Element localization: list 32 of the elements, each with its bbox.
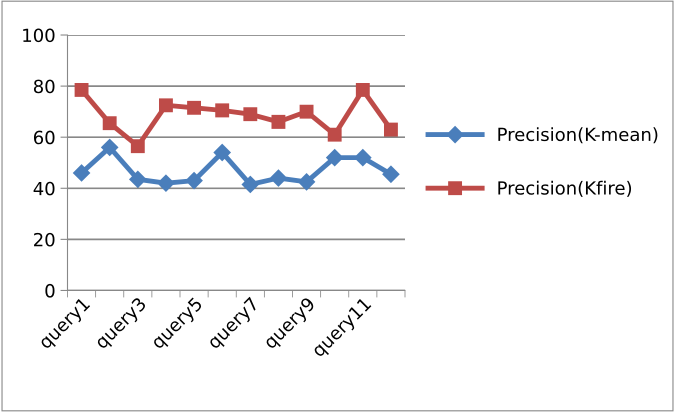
point — [157, 174, 174, 192]
point — [298, 173, 316, 190]
y-tick-label: 100 — [23, 28, 54, 42]
point — [271, 114, 286, 129]
point — [356, 82, 370, 97]
point — [270, 170, 287, 187]
point — [129, 170, 146, 188]
legend-label: Precision(K-mean) — [498, 127, 658, 144]
point — [130, 139, 145, 154]
point — [242, 176, 259, 194]
y-tick-label: 0 — [45, 284, 54, 298]
point — [187, 100, 202, 115]
point — [73, 164, 90, 182]
legend-label: Precision(Kfire) — [498, 180, 632, 197]
y-tick-label: 80 — [34, 80, 54, 94]
point — [326, 149, 344, 166]
point — [382, 166, 400, 183]
point — [102, 116, 117, 130]
point — [101, 138, 118, 156]
point — [384, 122, 398, 136]
point — [354, 149, 372, 166]
point — [300, 104, 314, 119]
point — [243, 107, 258, 122]
point — [186, 172, 203, 190]
y-tick-label: 20 — [34, 232, 54, 246]
y-tick-label: 40 — [34, 182, 54, 196]
y-tick-label: 60 — [34, 130, 54, 144]
point — [74, 82, 89, 97]
point — [158, 98, 173, 112]
point — [328, 128, 342, 142]
point — [215, 103, 230, 118]
point — [214, 144, 231, 162]
